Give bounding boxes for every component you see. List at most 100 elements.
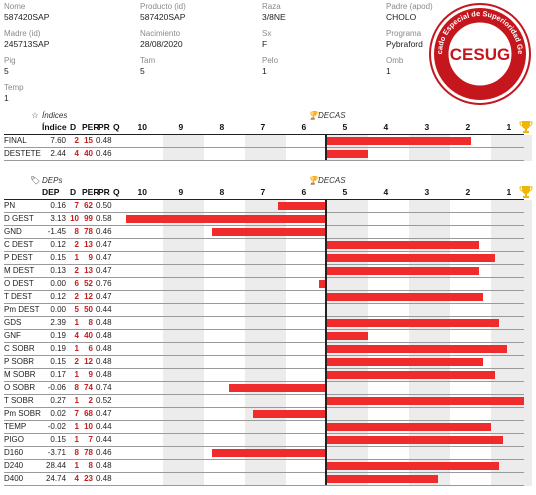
deca-bar — [325, 150, 368, 158]
info-field-value: F — [262, 39, 268, 49]
deca-value: 10 — [70, 214, 79, 223]
trait-name: D GEST — [4, 214, 34, 223]
trait-value: 0.16 — [50, 201, 66, 210]
trait-name: GNF — [4, 331, 21, 340]
trait-name: FINAL — [4, 136, 27, 145]
row-divider — [4, 485, 524, 486]
seal-bottom-text: GenSys — [466, 76, 494, 85]
percentile-value: 74 — [84, 383, 93, 392]
trait-value: -0.02 — [47, 422, 66, 431]
info-field-value: CHOLO — [386, 12, 417, 22]
info-field-value: 1 — [386, 66, 391, 76]
info-field-value: 28/08/2020 — [140, 39, 183, 49]
percentile-value: 7 — [88, 435, 93, 444]
deca-column-stripe — [491, 135, 532, 161]
trait-value: 2.44 — [50, 149, 66, 158]
accuracy-value: 0.76 — [96, 279, 112, 288]
info-field-label: Pig — [4, 56, 16, 65]
table-row: D400 24.74 4 23 0.48 — [2, 473, 524, 486]
trait-value: 0.00 — [50, 279, 66, 288]
trait-name: P SOBR — [4, 357, 35, 366]
deca-bar — [318, 280, 325, 288]
percentile-value: 52 — [84, 279, 93, 288]
deps-title: 🏷 DEPs — [30, 176, 63, 185]
info-field-label: Sx — [262, 29, 272, 38]
column-header: DEP — [42, 187, 60, 197]
deca-value: 1 — [74, 370, 79, 379]
gold-trophy-icon — [519, 186, 533, 198]
info-field-label: Nome — [4, 2, 26, 11]
deca-header: 3 — [424, 187, 430, 197]
info-field-value: 5 — [4, 66, 9, 76]
trait-name: T SOBR — [4, 396, 34, 405]
table-row: Pm SOBR 0.02 7 68 0.47 — [2, 408, 524, 421]
deca-header: 4 — [383, 187, 389, 197]
info-field-value: 1 — [4, 93, 9, 103]
info-field-value: 587420SAP — [140, 12, 186, 22]
accuracy-value: 0.48 — [96, 461, 112, 470]
column-header: D — [70, 187, 77, 197]
trait-value: 0.13 — [50, 266, 66, 275]
percentile-value: 40 — [84, 149, 93, 158]
deca-value: 8 — [74, 227, 79, 236]
deca-bar — [325, 397, 524, 405]
deca-bar — [325, 241, 479, 249]
trait-name: M SOBR — [4, 370, 36, 379]
trait-name: O DEST — [4, 279, 34, 288]
deps-section: 🏷 DEPs 🏆DECAS DEP D PER PR Q 10 9 8 7 6 5 4 3 2 1 PN 0.16… — [2, 176, 536, 495]
info-field: Producto (id) 587420SAP — [140, 2, 270, 23]
deca-bar — [325, 267, 479, 275]
column-header: PR — [98, 122, 110, 132]
deca-header: 1 — [506, 122, 512, 132]
decas-title: 🏆DECAS — [308, 111, 346, 120]
info-field: Pig 5 — [4, 56, 134, 77]
trait-name: DESTETE — [4, 149, 41, 158]
svg-text:GenSys: GenSys — [466, 76, 495, 85]
row-divider — [4, 381, 524, 382]
accuracy-value: 0.44 — [96, 305, 112, 314]
percentile-value: 10 — [84, 422, 93, 431]
deca-column-stripe — [163, 200, 204, 486]
trophy-icon: 🏆 — [308, 176, 318, 185]
trophy-icon: 🏆 — [308, 111, 318, 120]
info-field-label: Nacimiento — [140, 29, 181, 38]
deca-value: 1 — [74, 344, 79, 353]
deca-bar — [325, 371, 496, 379]
deca-value: 4 — [74, 149, 79, 158]
row-divider — [4, 225, 524, 226]
trait-name: D400 — [4, 474, 24, 483]
row-divider — [4, 368, 524, 369]
accuracy-value: 0.74 — [96, 383, 112, 392]
deca-bar — [253, 410, 325, 418]
row-divider — [4, 303, 524, 304]
trait-name: O SOBR — [4, 383, 36, 392]
info-field: Omb 1 — [386, 56, 516, 77]
deca-header: 10 — [137, 187, 147, 197]
table-row: M SOBR 0.17 1 9 0.48 — [2, 369, 524, 382]
row-divider — [4, 342, 524, 343]
row-divider — [4, 264, 524, 265]
deca-value: 2 — [74, 266, 79, 275]
deca-bar — [325, 254, 496, 262]
deca-value: 8 — [74, 448, 79, 457]
accuracy-value: 0.47 — [96, 253, 112, 262]
info-field: Madre (id) 245713SAP — [4, 29, 134, 50]
trait-value: 0.19 — [50, 344, 66, 353]
percentile-value: 99 — [84, 214, 93, 223]
accuracy-value: 0.47 — [96, 409, 112, 418]
indices-title: ☆ Índices — [31, 111, 68, 120]
trait-value: 0.12 — [50, 240, 66, 249]
trait-name: D240 — [4, 461, 24, 470]
deca-value: 2 — [74, 357, 79, 366]
table-row: P DEST 0.15 1 9 0.47 — [2, 252, 524, 265]
row-divider — [4, 394, 524, 395]
trait-value: -3.71 — [47, 448, 66, 457]
deca-value: 6 — [74, 279, 79, 288]
deca-header: 4 — [383, 122, 389, 132]
info-field: Pelo 1 — [262, 56, 392, 77]
info-field-label: Tam — [140, 56, 156, 65]
trait-name: PN — [4, 201, 16, 210]
deca-header: 8 — [219, 187, 225, 197]
info-field-value: Pybraford — [386, 39, 423, 49]
table-row: PIGO 0.15 1 7 0.44 — [2, 434, 524, 447]
